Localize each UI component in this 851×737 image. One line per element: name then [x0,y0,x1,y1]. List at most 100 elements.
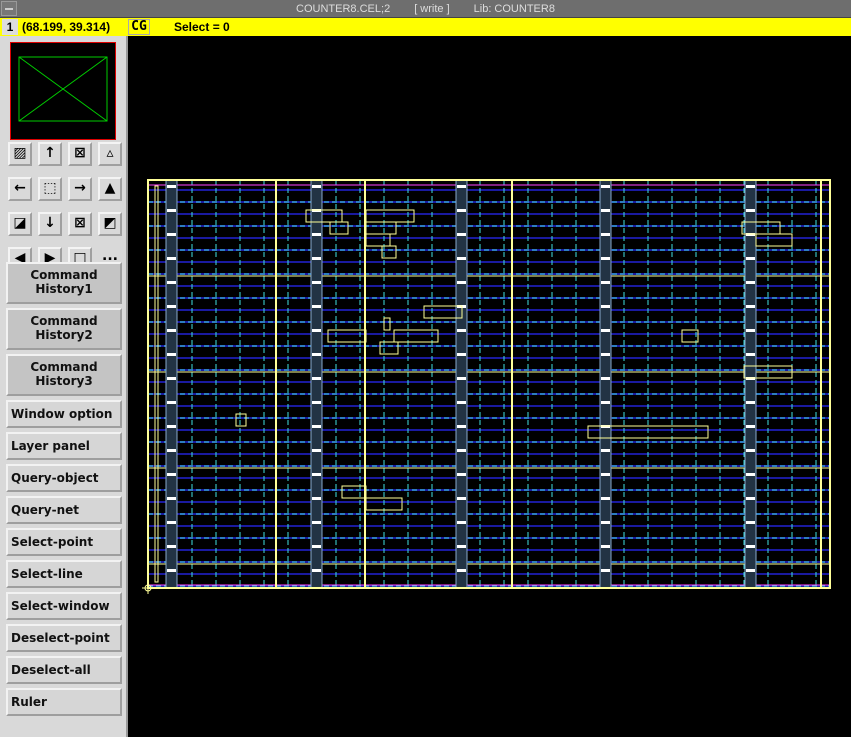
contact [746,569,755,572]
contact [746,305,755,308]
mountain-icon[interactable]: ▲ [98,177,122,201]
zoom-in-box-icon[interactable]: ⬚ [38,177,62,201]
contact [167,449,176,452]
contact [746,425,755,428]
select-point-button[interactable]: Select-point [6,528,122,556]
contact [746,401,755,404]
contact [457,449,466,452]
contact [746,281,755,284]
contact [312,521,321,524]
contact [167,329,176,332]
cg-button[interactable]: CG [128,19,150,35]
contact [601,329,610,332]
window-menu-button[interactable] [1,1,17,16]
arrow-up-icon[interactable]: ↑ [38,142,62,166]
zoom-all-icon[interactable]: ⊠ [68,212,92,236]
contact [601,185,610,188]
command-history-2-button[interactable]: Command History2 [6,308,122,350]
contact [457,185,466,188]
shape-rect [379,341,399,355]
contact [312,353,321,356]
contact [312,305,321,308]
select-line-button[interactable]: Select-line [6,560,122,588]
contact [457,257,466,260]
window-option-button[interactable]: Window option [6,400,122,428]
contact [312,377,321,380]
via-column [165,179,178,589]
zoom-out-icon[interactable]: ◪ [8,212,32,236]
selection-count: Select = 0 [174,20,230,34]
shape-rect [743,365,793,379]
shape-rect [393,329,439,343]
contact [746,497,755,500]
shape-rect [383,317,391,331]
contact [457,353,466,356]
contact [601,257,610,260]
shape-rect [305,209,343,223]
via-column [310,179,323,589]
shape-rect [423,305,463,319]
title-mode: [ write ] [414,3,450,15]
contact [601,353,610,356]
layer-panel-button[interactable]: Layer panel [6,432,122,460]
title-lib: Lib: COUNTER8 [473,3,555,15]
arrow-down-icon[interactable]: ↓ [38,212,62,236]
arrow-left-icon[interactable]: ← [8,177,32,201]
shape-rect [329,221,349,235]
command-history-3-button[interactable]: Command History3 [6,354,122,396]
shape-rect [365,497,403,511]
contact [601,449,610,452]
contact [457,401,466,404]
fill-icon[interactable]: ◩ [98,212,122,236]
command-history-1-button[interactable]: Command History1 [6,262,122,304]
contact [746,521,755,524]
shape-rect [681,329,699,343]
shape-rect [755,233,793,247]
contact [167,281,176,284]
overview-map[interactable] [10,42,116,140]
query-net-button[interactable]: Query-net [6,496,122,524]
contact [601,377,610,380]
contact [601,209,610,212]
contact [457,473,466,476]
layout-canvas[interactable] [130,36,851,737]
deselect-point-button[interactable]: Deselect-point [6,624,122,652]
contact [601,569,610,572]
contact [167,353,176,356]
contact [457,545,466,548]
contact [167,521,176,524]
select-window-button[interactable]: Select-window [6,592,122,620]
contact [746,185,755,188]
contact [167,473,176,476]
window-number[interactable]: 1 [2,19,18,35]
contact [601,305,610,308]
via-column [455,179,468,589]
cell-outline [147,179,831,589]
shape-rect [381,245,397,259]
contact [457,233,466,236]
contact [457,281,466,284]
contact [167,257,176,260]
edit-cell-icon[interactable]: ▨ [8,142,32,166]
title-cell: COUNTER8.CEL;2 [296,3,391,15]
contact [312,425,321,428]
origin-marker [144,584,152,592]
small-mountain-icon[interactable]: ▵ [98,142,122,166]
query-object-button[interactable]: Query-object [6,464,122,492]
contact [746,545,755,548]
contact [167,569,176,572]
zoom-fit-icon[interactable]: ⊠ [68,142,92,166]
arrow-right-icon[interactable]: → [68,177,92,201]
contact [601,497,610,500]
shape-rect [327,329,367,343]
more-button[interactable]: ... [102,248,118,264]
contact [167,401,176,404]
contact [601,521,610,524]
contact [312,545,321,548]
contact [746,329,755,332]
shape-rect [587,425,709,439]
deselect-all-button[interactable]: Deselect-all [6,656,122,684]
power-rail [154,185,159,583]
ruler-button[interactable]: Ruler [6,688,122,716]
contact [167,185,176,188]
